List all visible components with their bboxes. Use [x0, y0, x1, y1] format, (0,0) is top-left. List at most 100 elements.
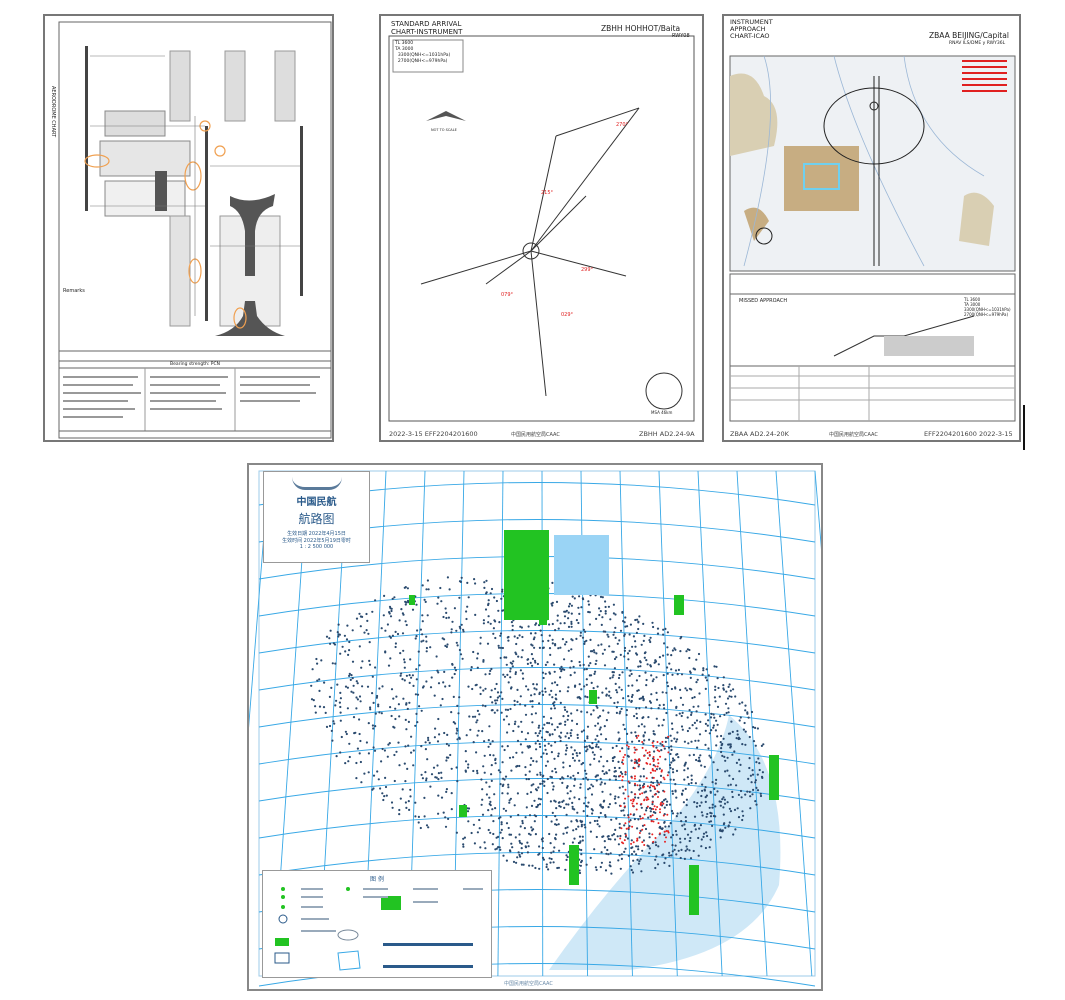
route-point — [613, 755, 616, 759]
route-point — [553, 707, 556, 710]
route-point — [497, 769, 500, 772]
route-point — [647, 816, 650, 819]
route-point — [509, 707, 512, 711]
route-point — [452, 695, 455, 698]
route-point — [553, 681, 557, 684]
route-point — [563, 658, 566, 661]
route-point — [728, 774, 731, 777]
route-point — [695, 727, 698, 730]
route-point — [499, 848, 502, 851]
route-point — [470, 831, 473, 835]
route-point — [517, 851, 520, 854]
route-point — [721, 742, 724, 746]
route-point — [429, 686, 433, 689]
danger-area-point — [624, 805, 626, 808]
route-point — [345, 732, 348, 736]
route-point — [424, 771, 427, 774]
route-point — [555, 698, 558, 701]
danger-area-point — [622, 842, 625, 845]
route-point — [618, 854, 621, 857]
route-point — [569, 776, 572, 779]
route-point — [710, 729, 713, 732]
route-point — [631, 684, 634, 687]
route-point — [371, 724, 374, 727]
route-point — [403, 658, 406, 661]
route-point — [557, 627, 560, 630]
route-point — [399, 797, 402, 800]
route-point — [514, 720, 517, 723]
route-point — [580, 730, 583, 733]
danger-area-point — [619, 750, 621, 753]
route-point — [425, 650, 428, 653]
route-point — [489, 695, 492, 699]
danger-area-point — [651, 741, 654, 744]
route-point — [716, 768, 719, 771]
danger-area-point — [653, 785, 656, 788]
route-point — [494, 702, 497, 705]
route-point — [425, 646, 428, 650]
route-point — [739, 789, 743, 793]
route-point — [519, 855, 522, 858]
route-point — [587, 610, 590, 614]
route-point — [538, 845, 541, 848]
route-point — [599, 595, 603, 598]
route-point — [700, 764, 703, 767]
route-point — [658, 656, 661, 659]
route-point — [722, 796, 725, 799]
route-point — [634, 618, 637, 622]
route-point — [445, 616, 448, 620]
route-point — [554, 629, 557, 632]
route-point — [600, 733, 603, 736]
route-point — [525, 778, 528, 781]
route-point — [367, 771, 370, 774]
route-point — [492, 627, 495, 630]
route-point — [580, 823, 583, 826]
danger-area-point — [649, 815, 652, 818]
route-point — [497, 646, 501, 649]
route-point — [705, 668, 708, 671]
route-point — [478, 818, 481, 822]
route-point — [679, 637, 682, 640]
route-point — [564, 827, 567, 830]
route-point — [390, 801, 394, 804]
route-point — [553, 728, 556, 731]
route-point — [650, 707, 653, 710]
route-point — [444, 816, 447, 819]
route-point — [493, 596, 496, 599]
route-point — [450, 711, 453, 714]
route-point — [498, 846, 501, 849]
route-point — [627, 684, 630, 687]
route-point — [405, 623, 408, 627]
route-point — [665, 803, 668, 807]
route-point — [727, 732, 731, 735]
route-point — [619, 771, 623, 774]
route-point — [578, 660, 581, 664]
route-point — [565, 813, 568, 816]
route-point — [458, 625, 461, 628]
route-point — [405, 728, 408, 731]
route-point — [396, 632, 400, 636]
route-point — [699, 720, 702, 723]
route-point — [425, 824, 429, 827]
route-point — [664, 740, 667, 743]
route-point — [528, 864, 531, 867]
route-point — [371, 610, 374, 613]
danger-area-point — [637, 734, 640, 737]
danger-area-point — [636, 784, 639, 787]
route-point — [614, 802, 617, 805]
route-point — [649, 640, 652, 644]
danger-area-point — [651, 801, 654, 804]
route-point — [695, 710, 698, 713]
route-point — [389, 607, 392, 610]
route-point — [686, 648, 689, 651]
route-point — [687, 782, 690, 786]
route-point — [614, 636, 617, 639]
route-point — [670, 854, 673, 857]
route-point — [583, 802, 586, 805]
route-point — [548, 734, 551, 737]
route-point — [645, 809, 648, 812]
route-point — [595, 743, 598, 746]
route-point — [360, 666, 363, 669]
danger-area-point — [657, 796, 659, 798]
route-point — [564, 868, 567, 871]
